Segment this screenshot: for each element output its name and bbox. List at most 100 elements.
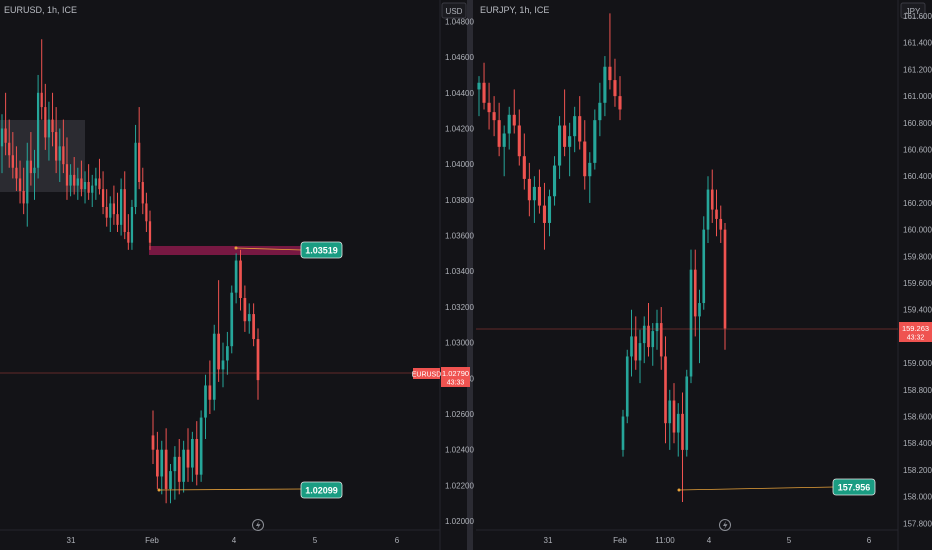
- high-price-badge[interactable]: 1.03519: [300, 241, 343, 259]
- low-annotation-anchor[interactable]: [157, 488, 161, 492]
- candle-body[interactable]: [51, 119, 54, 133]
- candle-body[interactable]: [148, 221, 152, 243]
- candle-body[interactable]: [507, 114, 511, 134]
- candle-body[interactable]: [18, 178, 22, 191]
- candle-body[interactable]: [22, 190, 25, 204]
- candle-body[interactable]: [563, 125, 567, 147]
- eurjpy-low-annotation-line[interactable]: [678, 486, 835, 491]
- candle-body[interactable]: [482, 82, 486, 103]
- candle-body[interactable]: [664, 356, 667, 424]
- candle-body[interactable]: [668, 400, 672, 424]
- candle-body[interactable]: [497, 120, 501, 147]
- candle-body[interactable]: [212, 333, 216, 400]
- supply-zone[interactable]: [149, 246, 301, 255]
- candle-body[interactable]: [685, 376, 689, 450]
- candle-body[interactable]: [195, 438, 199, 475]
- candle-body[interactable]: [151, 435, 155, 450]
- candle-body[interactable]: [642, 325, 646, 344]
- candle-body[interactable]: [164, 449, 168, 489]
- candle-body[interactable]: [208, 385, 212, 400]
- candle-body[interactable]: [706, 189, 710, 230]
- low-annotation-line[interactable]: [158, 488, 303, 491]
- candle-body[interactable]: [145, 203, 148, 222]
- candle-body[interactable]: [226, 346, 229, 361]
- candle-body[interactable]: [698, 303, 701, 317]
- candle-body[interactable]: [199, 417, 203, 475]
- candle-body[interactable]: [681, 413, 684, 450]
- candle-body[interactable]: [693, 269, 697, 317]
- eurusd-symbol-title[interactable]: EURUSD, 1h, ICE: [4, 5, 77, 15]
- candle-body[interactable]: [29, 160, 32, 174]
- candle-body[interactable]: [234, 260, 238, 293]
- candle-body[interactable]: [230, 292, 234, 347]
- candle-body[interactable]: [182, 449, 185, 482]
- eurjpy-low-price-badge[interactable]: 157.956: [832, 478, 876, 496]
- lightning-icon[interactable]: [719, 519, 731, 531]
- candle-body[interactable]: [36, 92, 40, 168]
- lightning-icon[interactable]: [252, 519, 264, 531]
- candle-body[interactable]: [247, 314, 251, 322]
- candle-body[interactable]: [522, 156, 526, 179]
- candle-body[interactable]: [47, 119, 51, 138]
- candle-body[interactable]: [204, 385, 207, 418]
- candle-body[interactable]: [492, 112, 496, 121]
- candle-body[interactable]: [723, 229, 727, 329]
- candle-body[interactable]: [55, 132, 58, 161]
- candle-body[interactable]: [0, 128, 4, 147]
- candle-body[interactable]: [630, 336, 633, 357]
- usd-currency-button[interactable]: USD: [441, 2, 467, 19]
- candle-body[interactable]: [65, 164, 69, 186]
- candle-body[interactable]: [613, 80, 617, 97]
- candle-body[interactable]: [689, 269, 693, 377]
- jpy-currency-button[interactable]: JPY: [900, 2, 926, 19]
- candle-body[interactable]: [634, 336, 638, 361]
- candle-body[interactable]: [134, 142, 137, 208]
- candle-body[interactable]: [573, 116, 577, 137]
- candle-body[interactable]: [655, 323, 659, 332]
- candle-body[interactable]: [73, 174, 76, 186]
- candle-body[interactable]: [593, 120, 597, 163]
- candle-body[interactable]: [62, 146, 65, 165]
- high-annotation-anchor[interactable]: [234, 246, 238, 250]
- candle-body[interactable]: [552, 165, 557, 197]
- candle-body[interactable]: [558, 125, 562, 166]
- candle-body[interactable]: [527, 178, 531, 201]
- candle-body[interactable]: [598, 102, 602, 121]
- candle-body[interactable]: [8, 142, 11, 156]
- candle-body[interactable]: [101, 189, 105, 208]
- candle-body[interactable]: [603, 66, 607, 103]
- candle-body[interactable]: [672, 400, 676, 433]
- candle-body[interactable]: [80, 178, 83, 190]
- candle-body[interactable]: [568, 136, 572, 147]
- candle-body[interactable]: [651, 331, 655, 348]
- candle-body[interactable]: [702, 229, 706, 304]
- candle-body[interactable]: [109, 203, 112, 218]
- candle-body[interactable]: [91, 185, 94, 193]
- candle-body[interactable]: [123, 189, 126, 232]
- candle-body[interactable]: [69, 174, 72, 186]
- high-annotation-line[interactable]: [235, 247, 303, 251]
- candle-body[interactable]: [477, 82, 481, 90]
- candle-body[interactable]: [621, 416, 625, 450]
- candle-body[interactable]: [138, 142, 141, 183]
- candle-body[interactable]: [33, 167, 36, 174]
- candle-body[interactable]: [583, 141, 587, 177]
- candle-body[interactable]: [252, 314, 255, 340]
- candle-body[interactable]: [487, 102, 491, 113]
- candle-body[interactable]: [160, 449, 164, 477]
- candle-body[interactable]: [647, 325, 650, 348]
- eurjpy-time-axis[interactable]: 31 Feb 11:00 4 5 6: [544, 536, 872, 545]
- eurjpy-symbol-title[interactable]: EURJPY, 1h, ICE: [480, 5, 549, 15]
- candle-body[interactable]: [112, 203, 116, 215]
- candle-body[interactable]: [120, 189, 123, 225]
- candle-body[interactable]: [542, 205, 547, 223]
- candle-body[interactable]: [532, 186, 536, 201]
- candle-body[interactable]: [58, 146, 61, 161]
- candle-body[interactable]: [130, 207, 134, 243]
- eurjpy-low-annotation-anchor[interactable]: [677, 488, 681, 492]
- candle-body[interactable]: [243, 298, 247, 322]
- candle-body[interactable]: [719, 218, 723, 230]
- candle-body[interactable]: [537, 186, 541, 206]
- candle-body[interactable]: [517, 125, 521, 157]
